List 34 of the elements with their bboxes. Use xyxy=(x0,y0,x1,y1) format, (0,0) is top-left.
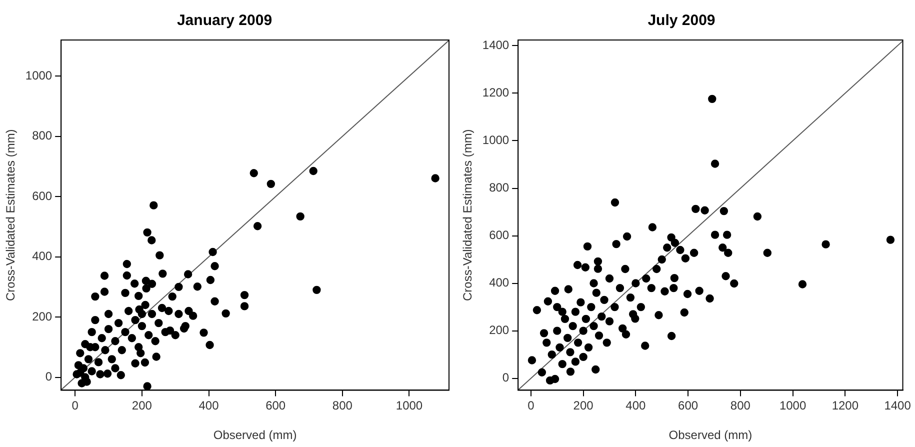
y-tick-label: 0 xyxy=(502,370,510,385)
chart-title: January 2009 xyxy=(176,12,272,30)
y-tick-label: 800 xyxy=(32,128,52,143)
x-tick-label: 1200 xyxy=(832,398,859,413)
chart-title: July 2009 xyxy=(648,12,716,30)
x-tick-label: 200 xyxy=(573,398,594,413)
y-tick-label: 1000 xyxy=(482,133,510,148)
x-tick-label: 600 xyxy=(266,398,286,413)
x-tick-label: 400 xyxy=(198,398,220,413)
y-tick-label: 400 xyxy=(32,249,52,264)
y-tick-label: 200 xyxy=(489,323,510,338)
x-tick-label: 800 xyxy=(730,398,751,413)
x-tick-label: 200 xyxy=(132,398,152,413)
x-axis-title: Observed (mm) xyxy=(213,428,297,442)
y-tick-label: 0 xyxy=(45,370,52,384)
x-tick-label: 0 xyxy=(528,398,535,413)
x-tick-label: 0 xyxy=(72,398,79,413)
y-tick-label: 400 xyxy=(489,276,510,290)
x-tick-label: 400 xyxy=(626,398,646,413)
y-tick-label: 1400 xyxy=(482,38,510,52)
y-axis-title: Cross-Validated Estimates (mm) xyxy=(4,129,18,302)
y-tick-label: 600 xyxy=(32,188,52,203)
y-tick-label: 1000 xyxy=(25,68,52,82)
x-tick-label: 1400 xyxy=(884,398,912,413)
x-tick-label: 1000 xyxy=(779,398,806,413)
x-tick-label: 600 xyxy=(678,398,698,413)
y-tick-label: 800 xyxy=(489,180,510,195)
x-tick-label: 800 xyxy=(332,398,353,413)
y-tick-label: 1200 xyxy=(482,86,510,100)
y-tick-label: 600 xyxy=(489,228,510,242)
x-tick-label: 1000 xyxy=(396,398,423,413)
y-tick-label: 200 xyxy=(32,309,52,324)
y-axis-title: Cross-Validated Estimates (mm) xyxy=(460,129,475,302)
x-axis-title: Observed (mm) xyxy=(668,428,752,442)
